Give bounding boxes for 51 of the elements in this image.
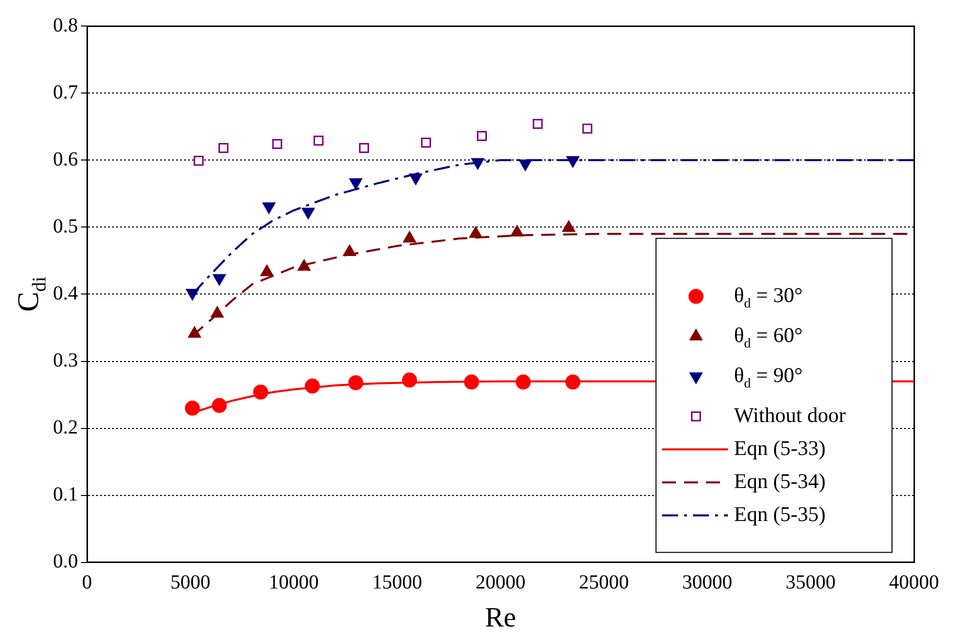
x-tick-label: 20000 <box>476 572 526 594</box>
point <box>349 178 362 190</box>
point <box>516 374 531 390</box>
legend-label: Eqn (5-35) <box>734 502 826 526</box>
point <box>272 139 282 149</box>
y-axis-title: Cdi <box>12 276 51 312</box>
point <box>186 288 200 300</box>
point <box>302 208 315 220</box>
x-tick-label: 25000 <box>578 572 629 594</box>
legend-label: Eqn (5-34) <box>734 468 826 493</box>
y-tick-label: 0.4 <box>53 282 78 304</box>
y-tick-label: 0.3 <box>53 350 78 372</box>
x-tick-label: 40000 <box>889 572 939 594</box>
point <box>409 174 422 186</box>
point <box>359 143 370 154</box>
point <box>565 374 580 390</box>
x-tick-label: 10000 <box>268 572 319 594</box>
legend-label: Eqn (5-33) <box>734 436 826 460</box>
point <box>218 143 228 154</box>
point <box>518 159 532 171</box>
x-tick-label: 5000 <box>170 572 210 594</box>
point <box>348 375 364 390</box>
point <box>194 156 204 166</box>
point <box>212 274 226 286</box>
point <box>262 202 276 214</box>
y-tick-label: 0.2 <box>53 416 78 439</box>
point <box>464 374 480 390</box>
x-tick-label: 0 <box>82 572 92 594</box>
y-tick-label: 0.8 <box>53 14 78 36</box>
y-tick-label: 0.7 <box>53 81 78 104</box>
point <box>471 158 484 170</box>
point <box>212 398 227 414</box>
x-axis-title: Re <box>484 602 516 634</box>
point <box>314 136 324 146</box>
y-tick-label: 0.6 <box>53 148 78 170</box>
x-tick-label: 30000 <box>682 572 732 594</box>
x-tick-label: 15000 <box>372 572 422 594</box>
point <box>253 384 268 400</box>
point <box>582 124 592 134</box>
legend-label: Without door <box>734 402 846 427</box>
point <box>566 156 580 168</box>
point <box>304 378 320 394</box>
y-tick-label: 0.1 <box>53 484 78 506</box>
point <box>532 118 543 129</box>
point <box>184 400 200 416</box>
point <box>421 138 432 148</box>
point <box>476 130 487 141</box>
y-tick-label: 0.5 <box>53 215 78 238</box>
y-tick-label: 0.0 <box>53 550 78 573</box>
point <box>402 372 418 388</box>
x-tick-label: 35000 <box>786 572 836 594</box>
